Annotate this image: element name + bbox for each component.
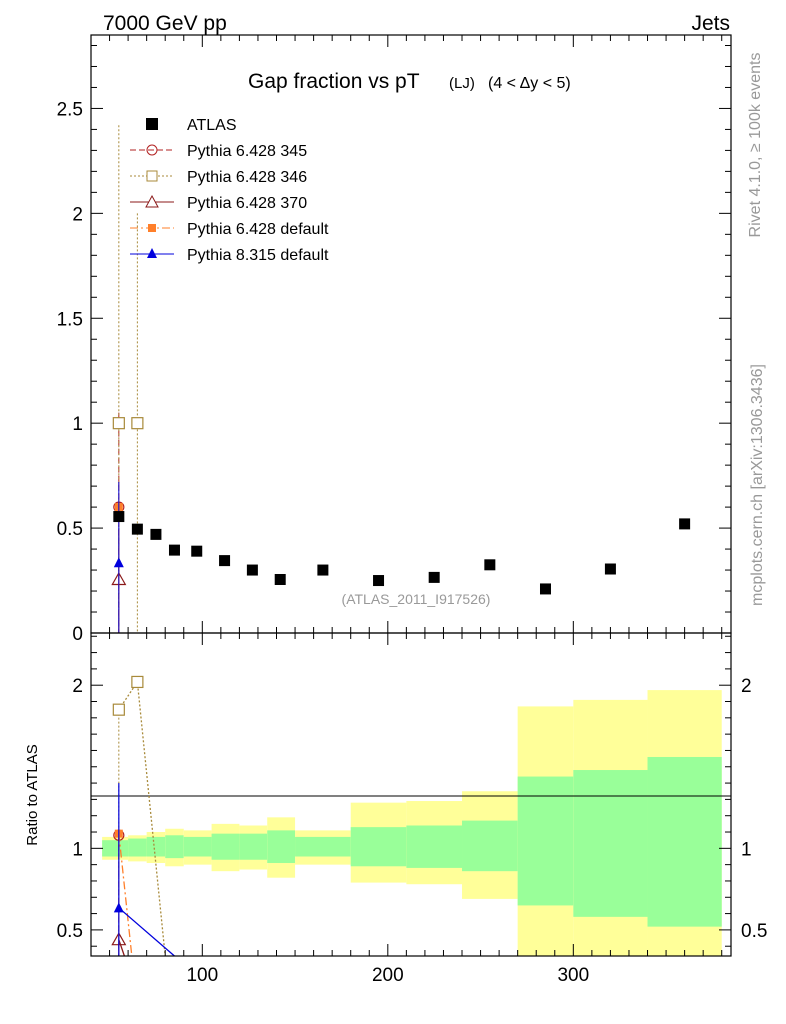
x-tick-label-0: 100	[186, 965, 218, 986]
atlas-point-11	[484, 559, 496, 571]
legend-label-pythia8-default: Pythia 8.315 default	[187, 247, 329, 264]
x-tick-label-1: 200	[372, 965, 404, 986]
series-atlas	[113, 511, 691, 595]
atlas-point-5	[219, 555, 231, 567]
legend-marker-pythia6-default	[148, 224, 156, 232]
inner-band-bin-14	[647, 756, 722, 927]
main-data-layer	[111, 125, 691, 633]
atlas-point-6	[246, 564, 258, 576]
point-pythia-6-428-346-1	[131, 417, 144, 430]
mcplots-source-label: mcplots.cern.ch [arXiv:1306.3436]	[749, 364, 766, 606]
main-y-tick-label-2: 1	[72, 414, 83, 435]
chart-title-range: (4 < Δy < 5)	[488, 75, 571, 92]
legend-entry-pythia6-default: Pythia 6.428 default	[130, 221, 329, 238]
ratio-y-tick-label-2: 2	[72, 676, 83, 697]
legend-entry-pythia8-default: Pythia 8.315 default	[130, 247, 329, 264]
inner-band-bin-6	[239, 833, 268, 860]
inner-band-bin-8	[295, 836, 351, 857]
legend-label-pythia6-370: Pythia 6.428 370	[187, 195, 307, 212]
ratio-data-layer	[111, 675, 175, 957]
main-x-ticks	[109, 35, 723, 633]
ratio-point-pythia-8-315-default-0	[113, 902, 124, 913]
ratio-y-axis: 0.5 0.5 1 1 2 2	[57, 635, 767, 947]
inner-band-bin-4	[183, 836, 212, 857]
inner-band-bin-12	[517, 776, 574, 906]
legend-entry-pythia6-346: Pythia 6.428 346	[130, 169, 307, 186]
legend-atlas-label: ATLAS	[187, 117, 237, 134]
header-energy-label: 7000 GeV pp	[103, 12, 227, 35]
ratio-uncertainty-bands	[102, 690, 722, 956]
legend-marker-pythia8-default	[147, 248, 157, 258]
atlas-point-3	[168, 544, 180, 556]
main-panel: 0 0.5 1 1.5 2 2.5 Gap fraction vs pT (LJ) (4 …	[57, 34, 732, 645]
chart-title-sub: (LJ)	[449, 75, 475, 92]
legend-label-pythia6-default: Pythia 6.428 default	[187, 221, 329, 238]
ratio-y-axis-label: Ratio to ATLAS	[24, 744, 41, 845]
legend-label-pythia6-345: Pythia 6.428 345	[187, 143, 307, 160]
inner-band-bin-1	[128, 838, 147, 857]
header-process-label: Jets	[691, 12, 730, 35]
rivet-version-label: Rivet 4.1.0, ≥ 100k events	[747, 53, 764, 238]
ratio-y-tick-label-0: 0.5	[57, 921, 83, 942]
legend-marker-pythia6-370	[145, 194, 159, 208]
inner-band-bin-13	[573, 770, 648, 917]
main-y-tick-label-0: 0	[72, 624, 83, 645]
inner-band-bin-11	[462, 820, 518, 872]
atlas-point-0	[113, 511, 125, 523]
series-pythia-6-428-346	[112, 125, 144, 633]
ratio-line-pythia-6-428-346	[118, 680, 166, 957]
inner-band-bin-2	[146, 836, 166, 857]
ratio-series-pythia-8-315-default	[113, 783, 175, 957]
inner-band-bin-5	[211, 833, 240, 860]
atlas-point-10	[428, 571, 440, 583]
analysis-watermark: (ATLAS_2011_I917526)	[342, 591, 491, 607]
inner-band-bin-3	[165, 835, 184, 859]
ratio-line-pythia-6-428-370	[118, 939, 126, 957]
main-y-tick-label-3: 1.5	[57, 309, 83, 330]
point-pythia-8-315-default-0	[113, 557, 124, 568]
atlas-point-7	[274, 573, 286, 585]
atlas-point-8	[317, 564, 329, 576]
atlas-point-2	[150, 528, 162, 540]
atlas-point-13	[604, 563, 616, 575]
ratio-line-pythia-6-428-default	[118, 833, 133, 957]
ratio-x-axis: 100 200 300	[109, 633, 723, 986]
ratio-panel-frame	[90, 632, 732, 957]
ratio-series-pythia-6-428-346	[112, 675, 166, 957]
ratio-y-tick-label-right-0: 0.5	[741, 921, 767, 942]
legend-entry-pythia6-345: Pythia 6.428 345	[130, 143, 307, 160]
chart-title-main: Gap fraction vs pT	[248, 70, 420, 93]
legend-atlas-marker	[146, 118, 158, 130]
atlas-point-4	[191, 545, 203, 557]
ratio-y-tick-label-right-1: 1	[741, 839, 752, 860]
ratio-point-pythia-6-428-346-1	[131, 675, 144, 689]
inner-band-bin-7	[267, 830, 296, 864]
legend-label-pythia6-346: Pythia 6.428 346	[187, 169, 307, 186]
atlas-point-12	[539, 583, 551, 595]
ratio-panel: 0.5 0.5 1 1 2 2 100 200 300 Ratio to ATLAS	[24, 632, 767, 986]
legend: ATLAS Pythia 6.428 345 Pythia 6.428 346 …	[130, 117, 329, 264]
main-y-tick-label-4: 2	[72, 204, 83, 225]
ratio-point-pythia-6-428-346-0	[112, 703, 125, 716]
inner-band-bin-10	[406, 825, 463, 868]
main-y-tick-label-1: 0.5	[57, 519, 83, 540]
main-y-tick-label-5: 2.5	[57, 99, 83, 120]
x-tick-label-2: 300	[557, 965, 589, 986]
inner-band-bin-9	[350, 827, 407, 867]
ratio-y-tick-label-1: 1	[72, 839, 83, 860]
legend-marker-pythia6-345	[146, 144, 158, 156]
ratio-y-tick-label-right-2: 2	[741, 676, 752, 697]
main-y-axis: 0 0.5 1 1.5 2 2.5	[57, 44, 731, 645]
point-pythia-6-428-346-0	[112, 417, 125, 430]
atlas-point-14	[679, 518, 691, 530]
legend-entry-pythia6-370: Pythia 6.428 370	[130, 194, 307, 212]
series-pythia-8-315-default	[113, 481, 124, 633]
atlas-point-1	[131, 523, 143, 535]
atlas-point-9	[373, 575, 385, 587]
legend-marker-pythia6-346	[146, 170, 158, 182]
inner-band-bin-0	[102, 840, 129, 857]
ratio-line-pythia-8-315-default	[118, 907, 175, 957]
